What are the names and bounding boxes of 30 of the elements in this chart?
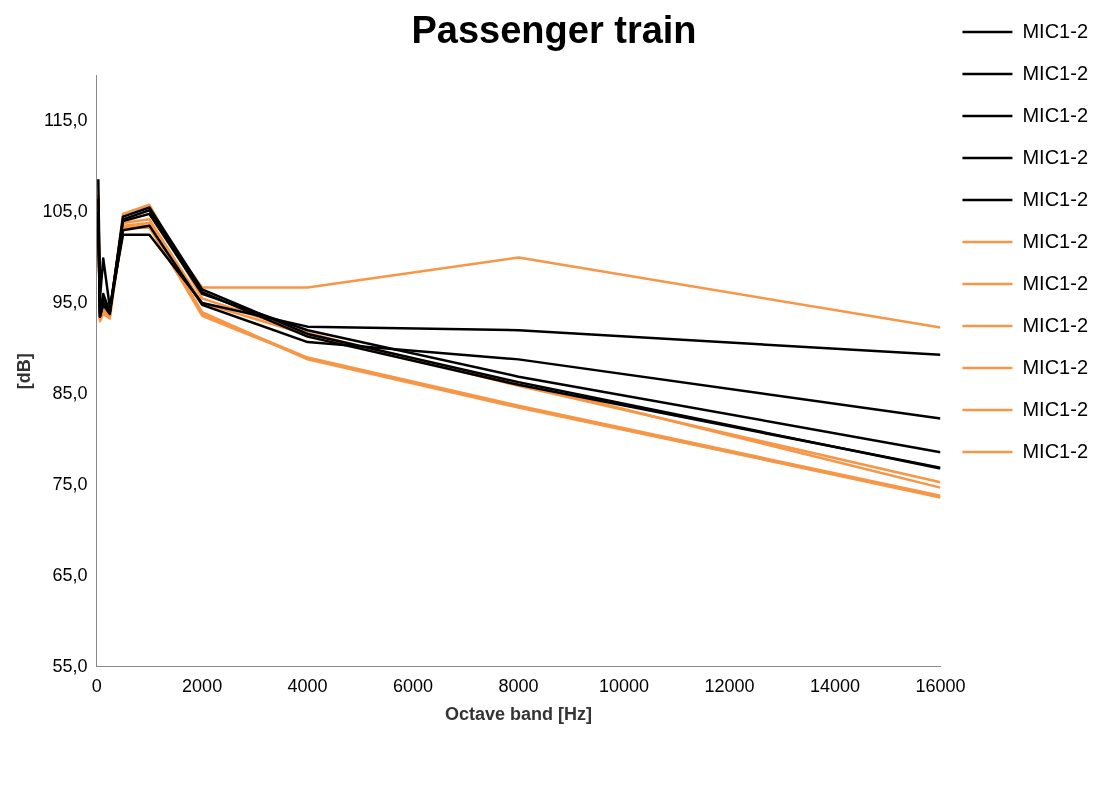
legend-label: MIC1-2: [1022, 313, 1089, 336]
legend-label: MIC1-2: [1022, 439, 1089, 462]
y-axis-title: [dB]: [13, 353, 34, 390]
legend-label: MIC1-2: [1022, 397, 1089, 420]
y-tick-label: 85,0: [52, 382, 88, 403]
chart-title: Passenger train: [411, 9, 697, 52]
x-tick-label: 8000: [498, 675, 539, 696]
legend-label: MIC1-2: [1022, 103, 1089, 126]
x-tick-label: 0: [91, 675, 102, 696]
legend-label: MIC1-2: [1022, 19, 1089, 42]
legend-label: MIC1-2: [1022, 187, 1089, 210]
legend-label: MIC1-2: [1022, 61, 1089, 84]
x-tick-label: 2000: [182, 675, 223, 696]
y-tick-label: 65,0: [52, 564, 88, 585]
x-tick-label: 16000: [915, 675, 966, 696]
y-tick-label: 75,0: [52, 473, 88, 494]
y-tick-label: 105,0: [42, 201, 88, 221]
legend-label: MIC1-2: [1022, 145, 1089, 168]
legend-label: MIC1-2: [1022, 355, 1089, 378]
x-tick-label: 12000: [704, 675, 755, 696]
y-tick-label: 95,0: [52, 291, 88, 312]
legend-label: MIC1-2: [1022, 229, 1089, 252]
x-tick-label: 4000: [287, 675, 328, 696]
x-tick-label: 6000: [393, 675, 434, 696]
x-tick-label: 14000: [809, 675, 860, 696]
x-axis-title: Octave band [Hz]: [445, 704, 593, 725]
y-tick-label: 55,0: [52, 655, 88, 676]
x-tick-label: 10000: [598, 675, 650, 696]
y-tick-label: 115,0: [43, 110, 88, 131]
legend-label: MIC1-2: [1022, 271, 1089, 294]
